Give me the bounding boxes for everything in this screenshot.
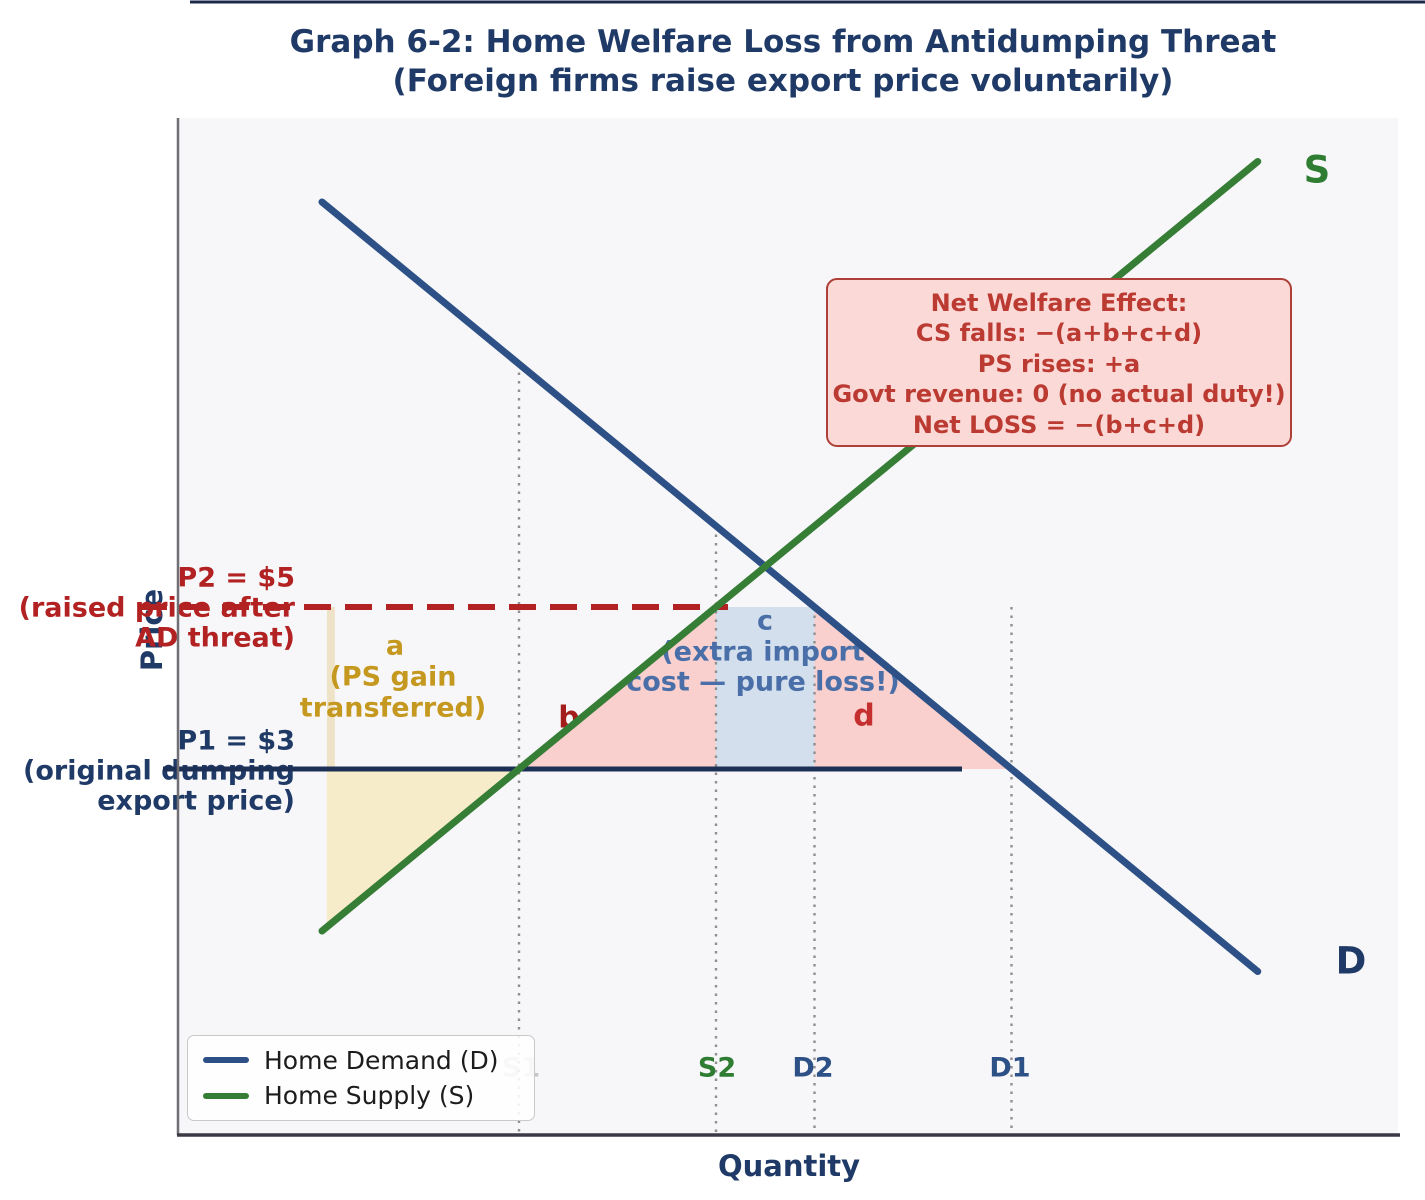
x-axis-label: Quantity [717,1149,861,1183]
legend-item-demand: Home Demand (D) [203,1046,534,1075]
legend: Home Demand (D) Home Supply (S) [187,1035,535,1121]
p2-price-sublabel-2: AD threat) [135,622,295,654]
p1-price-sublabel-1: (original dumping [23,755,295,787]
legend-item-supply: Home Supply (S) [203,1081,534,1110]
chart-title-line2: (Foreign firms raise export price volunt… [392,63,1174,99]
demand-line-swatch [203,1057,249,1064]
region-a-left-edge [326,607,335,927]
legend-label-demand: Home Demand (D) [264,1045,499,1075]
region-a [326,769,519,927]
x-tick-d2: D2 [792,1052,834,1084]
p2-price-sublabel-1: (raised price after [18,592,295,624]
welfare-line-3: PS rises: +a [977,349,1141,378]
region-a-sublabel-1: (PS gain [329,661,457,693]
p2-price-label: P2 = $5 [177,562,295,594]
demand-curve-label: D [1335,939,1367,983]
legend-label-supply: Home Supply (S) [264,1081,475,1111]
region-b-label: b [558,700,580,736]
welfare-line-5: Net LOSS = −(b+c+d) [912,410,1206,439]
welfare-line-2: CS falls: −(a+b+c+d) [915,319,1203,348]
supply-curve [318,158,1262,935]
net-welfare-annotation-box: Net Welfare Effect: CS falls: −(a+b+c+d)… [826,278,1292,447]
region-c-sublabel-2: cost — pure loss!) [626,666,900,698]
p1-price-label: P1 = $3 [177,725,295,757]
x-tick-d1: D1 [989,1052,1031,1084]
chart-title-line1: Graph 6-2: Home Welfare Loss from Antidu… [289,24,1277,60]
supply-curve-label: S [1303,148,1331,192]
welfare-line-1: Net Welfare Effect: [930,289,1188,317]
region-d-label: d [853,698,875,734]
x-tick-s2: S2 [697,1052,737,1084]
region-c-sublabel-1: (extra import [661,636,865,668]
region-c-label: c [756,605,774,637]
supply-line-swatch [203,1092,249,1099]
plot-background [178,118,1398,1135]
region-a-label: a [385,630,405,662]
region-a-sublabel-2: transferred) [299,692,487,724]
p1-price-sublabel-2: export price) [97,785,295,817]
welfare-line-4: Govt revenue: 0 (no actual duty!) [832,380,1286,409]
